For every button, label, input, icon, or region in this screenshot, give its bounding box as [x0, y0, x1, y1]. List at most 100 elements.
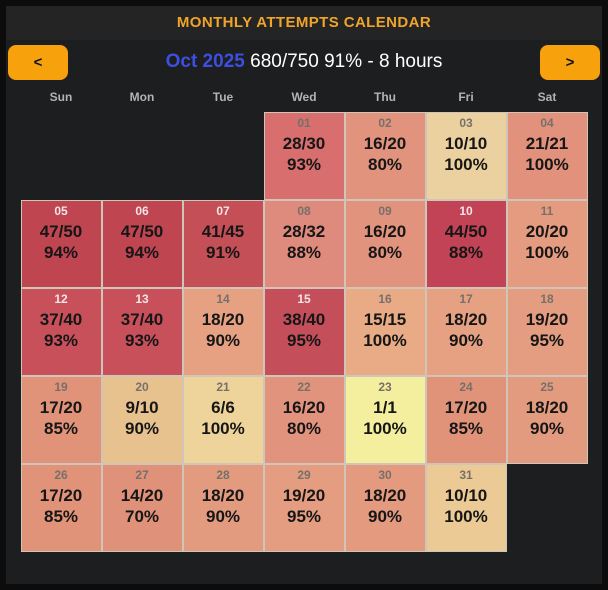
day-number: 17: [459, 292, 473, 306]
day-percent: 100%: [525, 243, 569, 263]
day-attempts: 28/32: [282, 222, 326, 241]
calendar-day-cell[interactable]: 10 44/50 88%: [425, 200, 507, 288]
calendar-nav: < Oct 2025 680/750 91% - 8 hours >: [6, 40, 602, 84]
calendar-day-cell[interactable]: 18 19/20 95%: [506, 288, 588, 376]
day-stats: 19/20 95%: [508, 309, 587, 352]
calendar-day-cell[interactable]: 15 38/40 95%: [263, 288, 345, 376]
calendar-day-cell[interactable]: 09 16/20 80%: [344, 200, 426, 288]
day-number: 13: [135, 292, 149, 306]
day-attempts: 14/20: [120, 486, 164, 505]
calendar-day-cell[interactable]: 04 21/21 100%: [506, 112, 588, 200]
day-number: 06: [135, 204, 149, 218]
month-summary: Oct 2025 680/750 91% - 8 hours: [76, 51, 532, 73]
day-number: 18: [540, 292, 554, 306]
day-number: 25: [540, 380, 554, 394]
calendar-day-cell[interactable]: 08 28/32 88%: [263, 200, 345, 288]
calendar-day-cell[interactable]: 17 18/20 90%: [425, 288, 507, 376]
calendar-day-cell[interactable]: 01 28/30 93%: [263, 112, 345, 200]
day-attempts: 37/40: [120, 310, 164, 329]
calendar-day-cell[interactable]: 29 19/20 95%: [263, 464, 345, 552]
day-attempts: 18/20: [363, 486, 407, 505]
day-percent: 100%: [363, 419, 407, 439]
calendar-day-cell[interactable]: 19 17/20 85%: [20, 376, 102, 464]
day-number: 05: [54, 204, 68, 218]
calendar-day-cell[interactable]: 06 47/50 94%: [101, 200, 183, 288]
calendar-day-cell[interactable]: 13 37/40 93%: [101, 288, 183, 376]
day-stats: 47/50 94%: [103, 221, 182, 264]
day-stats: 44/50 88%: [427, 221, 506, 264]
day-percent: 70%: [124, 507, 160, 527]
day-percent: 90%: [205, 507, 241, 527]
day-percent: 100%: [201, 419, 245, 439]
day-percent: 95%: [286, 331, 322, 351]
day-attempts: 17/20: [39, 398, 83, 417]
day-stats: 28/32 88%: [265, 221, 344, 264]
calendar-day-cell[interactable]: 16 15/15 100%: [344, 288, 426, 376]
day-attempts: 17/20: [444, 398, 488, 417]
day-number: 12: [54, 292, 68, 306]
calendar-day-cell[interactable]: 22 16/20 80%: [263, 376, 345, 464]
day-stats: 47/50 94%: [22, 221, 101, 264]
next-month-button[interactable]: >: [540, 44, 600, 80]
calendar-day-cell[interactable]: 27 14/20 70%: [101, 464, 183, 552]
calendar-day-cell[interactable]: 20 9/10 90%: [101, 376, 183, 464]
empty-day-cell: [183, 112, 264, 200]
day-attempts: 47/50: [39, 222, 83, 241]
calendar-day-cell[interactable]: 11 20/20 100%: [506, 200, 588, 288]
day-percent: 85%: [43, 419, 79, 439]
calendar-day-cell[interactable]: 02 16/20 80%: [344, 112, 426, 200]
day-number: 23: [378, 380, 392, 394]
weekday-label: Sun: [49, 90, 73, 104]
day-stats: 37/40 93%: [103, 309, 182, 352]
calendar-day-cell[interactable]: 12 37/40 93%: [20, 288, 102, 376]
day-stats: 17/20 85%: [22, 485, 101, 528]
calendar-day-cell[interactable]: 25 18/20 90%: [506, 376, 588, 464]
calendar-day-cell[interactable]: 05 47/50 94%: [20, 200, 102, 288]
calendar-day-cell[interactable]: 23 1/1 100%: [344, 376, 426, 464]
day-number: 20: [135, 380, 149, 394]
day-percent: 94%: [43, 243, 79, 263]
calendar-day-cell[interactable]: 26 17/20 85%: [20, 464, 102, 552]
day-stats: 18/20 90%: [346, 485, 425, 528]
day-attempts: 19/20: [282, 486, 326, 505]
weekday-label: Wed: [291, 90, 317, 104]
day-number: 14: [216, 292, 230, 306]
day-number: 22: [297, 380, 311, 394]
day-stats: 20/20 100%: [508, 221, 587, 264]
day-percent: 90%: [124, 419, 160, 439]
day-number: 27: [135, 468, 149, 482]
weekday-label: Thu: [374, 90, 396, 104]
day-number: 15: [297, 292, 311, 306]
day-number: 02: [378, 116, 392, 130]
calendar-day-cell[interactable]: 24 17/20 85%: [425, 376, 507, 464]
weekday-label: Sat: [537, 90, 557, 104]
day-attempts: 15/15: [363, 310, 407, 329]
day-number: 07: [216, 204, 230, 218]
calendar-day-cell[interactable]: 21 6/6 100%: [182, 376, 264, 464]
day-attempts: 20/20: [525, 222, 569, 241]
day-number: 01: [297, 116, 311, 130]
day-stats: 16/20 80%: [346, 133, 425, 176]
day-attempts: 10/10: [444, 486, 488, 505]
day-number: 11: [540, 204, 554, 218]
calendar-day-cell[interactable]: 14 18/20 90%: [182, 288, 264, 376]
summary-label: 680/750 91% - 8 hours: [250, 51, 443, 72]
day-number: 19: [54, 380, 68, 394]
day-stats: 14/20 70%: [103, 485, 182, 528]
day-percent: 90%: [448, 331, 484, 351]
day-attempts: 47/50: [120, 222, 164, 241]
day-attempts: 16/20: [363, 222, 407, 241]
weekday-label: Tue: [212, 90, 234, 104]
day-percent: 90%: [529, 419, 565, 439]
calendar-day-cell[interactable]: 28 18/20 90%: [182, 464, 264, 552]
day-attempts: 16/20: [363, 134, 407, 153]
prev-month-button[interactable]: <: [8, 44, 68, 80]
calendar-day-cell[interactable]: 03 10/10 100%: [425, 112, 507, 200]
day-percent: 80%: [286, 419, 322, 439]
calendar-day-cell[interactable]: 30 18/20 90%: [344, 464, 426, 552]
calendar-day-cell[interactable]: 07 41/45 91%: [182, 200, 264, 288]
day-percent: 93%: [124, 331, 160, 351]
day-attempts: 28/30: [282, 134, 326, 153]
calendar-day-cell[interactable]: 31 10/10 100%: [425, 464, 507, 552]
